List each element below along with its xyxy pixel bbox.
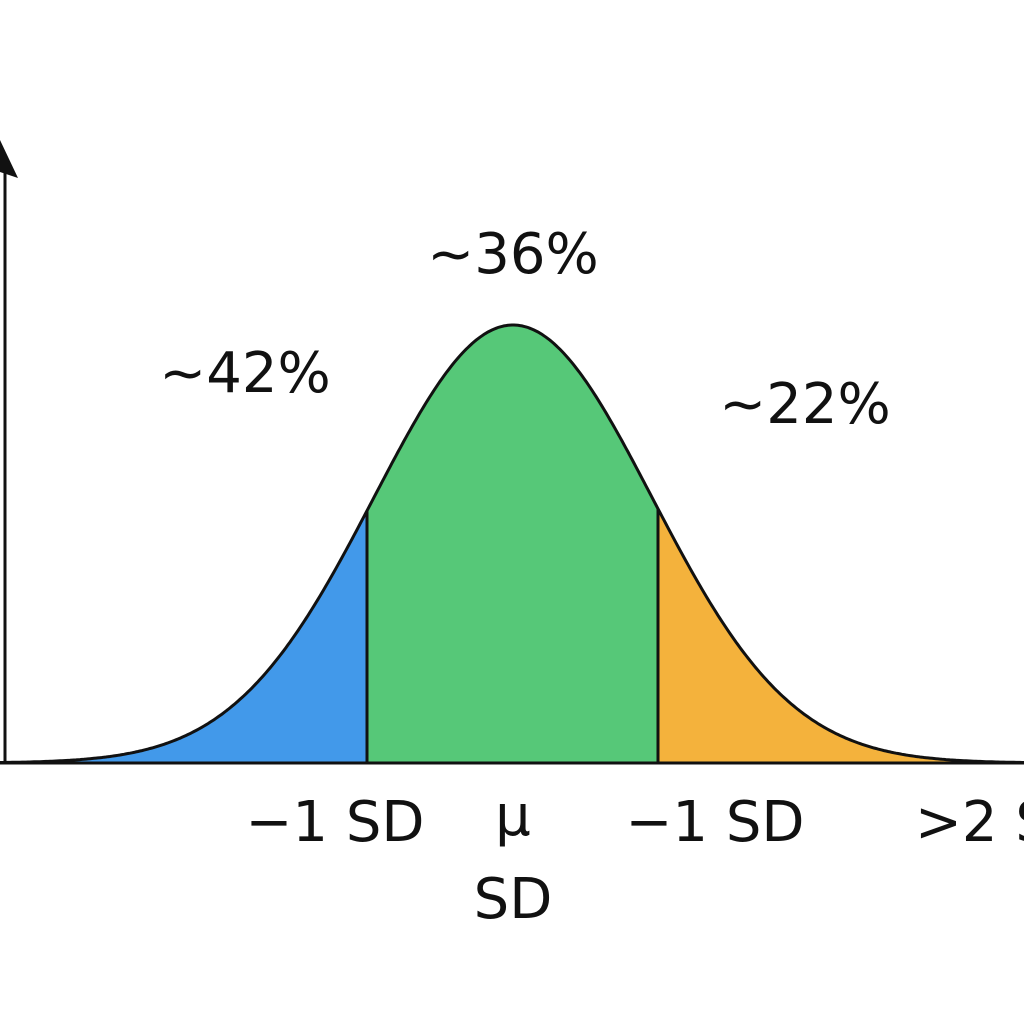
axis-label: −1 SD — [625, 790, 804, 855]
region-label: ~36% — [427, 222, 598, 287]
curve — [0, 323, 1024, 764]
axis-label: μ — [495, 784, 531, 849]
axis-label: −1 SD — [245, 790, 424, 855]
region-label: ~22% — [719, 372, 890, 437]
center-region — [367, 325, 658, 763]
axis-label: SD — [474, 867, 553, 932]
curve-group — [0, 323, 1024, 764]
right-region — [658, 508, 970, 763]
axis-label: >2 SD — [915, 790, 1024, 855]
left-region — [60, 510, 367, 763]
axis-arrow — [0, 140, 18, 178]
region-label: ~42% — [159, 341, 330, 406]
